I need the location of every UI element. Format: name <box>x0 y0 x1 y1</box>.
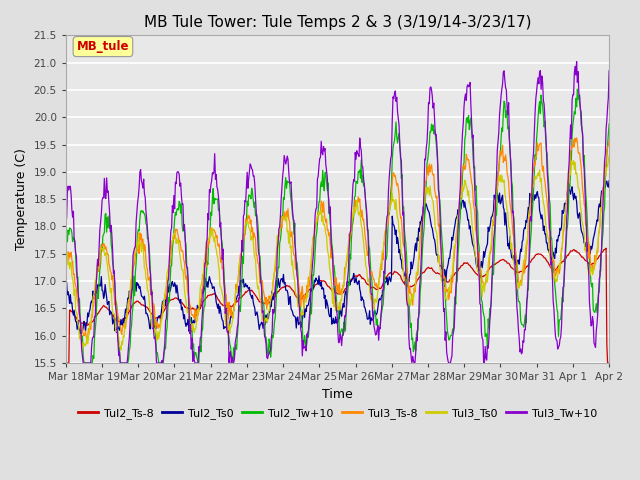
Tul2_Tw+10 <box>62 247 70 252</box>
Tul2_Ts0 <box>129 283 136 289</box>
Tul2_Ts0 <box>212 299 220 305</box>
Tul3_Ts-8 <box>62 253 70 259</box>
Tul3_Ts-8 <box>404 276 412 281</box>
Tul3_Ts0 <box>129 264 136 270</box>
Tul2_Tw+10 <box>72 254 79 260</box>
X-axis label: Time: Time <box>322 388 353 401</box>
Tul2_Ts0 <box>420 216 428 221</box>
Tul3_Tw+10 <box>573 59 580 64</box>
Tul3_Ts0 <box>605 153 613 158</box>
Tul2_Tw+10 <box>605 121 613 127</box>
Tul2_Tw+10 <box>80 360 88 366</box>
Tul2_Ts0 <box>72 319 79 324</box>
Tul2_Ts0 <box>76 331 84 337</box>
Tul3_Tw+10 <box>79 360 87 366</box>
Line: Tul3_Ts-8: Tul3_Ts-8 <box>66 138 609 340</box>
Tul3_Ts-8 <box>184 289 191 295</box>
Tul3_Tw+10 <box>184 264 191 270</box>
Title: MB Tule Tower: Tule Temps 2 & 3 (3/19/14-3/23/17): MB Tule Tower: Tule Temps 2 & 3 (3/19/14… <box>144 15 531 30</box>
Tul3_Tw+10 <box>212 172 220 178</box>
Tul2_Ts0 <box>404 276 412 282</box>
Tul2_Ts0 <box>605 178 613 184</box>
Tul2_Ts-8 <box>419 269 427 275</box>
Tul3_Ts0 <box>212 246 220 252</box>
Line: Tul3_Ts0: Tul3_Ts0 <box>66 156 609 351</box>
Tul3_Ts0 <box>62 257 70 263</box>
Tul2_Ts0 <box>62 288 70 294</box>
Tul3_Tw+10 <box>605 68 613 74</box>
Tul2_Tw+10 <box>184 271 191 277</box>
Tul3_Ts-8 <box>573 135 580 141</box>
Tul3_Tw+10 <box>62 184 70 190</box>
Tul2_Ts-8 <box>605 360 613 366</box>
Tul2_Ts0 <box>184 322 191 328</box>
Y-axis label: Temperature (C): Temperature (C) <box>15 148 28 250</box>
Tul2_Tw+10 <box>420 227 428 232</box>
Tul3_Ts0 <box>404 289 412 295</box>
Tul3_Tw+10 <box>72 250 79 256</box>
Tul2_Ts-8 <box>602 245 610 251</box>
Tul3_Ts0 <box>72 308 79 313</box>
Tul2_Ts-8 <box>128 303 136 309</box>
Tul3_Tw+10 <box>404 303 412 309</box>
Tul3_Ts-8 <box>212 235 220 240</box>
Tul2_Ts-8 <box>72 314 79 320</box>
Line: Tul3_Tw+10: Tul3_Tw+10 <box>66 61 609 363</box>
Tul3_Ts0 <box>184 310 191 316</box>
Tul2_Ts-8 <box>183 305 191 311</box>
Tul3_Ts-8 <box>420 195 428 201</box>
Tul3_Ts-8 <box>72 283 79 288</box>
Tul2_Ts-8 <box>212 292 220 298</box>
Tul3_Ts-8 <box>605 137 613 143</box>
Tul2_Ts-8 <box>404 283 412 289</box>
Tul3_Ts-8 <box>83 337 91 343</box>
Line: Tul2_Tw+10: Tul2_Tw+10 <box>66 89 609 363</box>
Tul2_Ts-8 <box>62 360 70 366</box>
Tul3_Tw+10 <box>129 287 136 292</box>
Tul3_Tw+10 <box>420 189 428 195</box>
Legend: Tul2_Ts-8, Tul2_Ts0, Tul2_Tw+10, Tul3_Ts-8, Tul3_Ts0, Tul3_Tw+10: Tul2_Ts-8, Tul2_Ts0, Tul2_Tw+10, Tul3_Ts… <box>74 403 602 423</box>
Tul2_Tw+10 <box>212 196 220 202</box>
Tul3_Ts0 <box>78 348 86 354</box>
Tul3_Ts-8 <box>129 275 136 280</box>
Tul3_Ts0 <box>420 197 428 203</box>
Tul2_Tw+10 <box>129 310 136 315</box>
Tul2_Tw+10 <box>573 86 581 92</box>
Line: Tul2_Ts-8: Tul2_Ts-8 <box>66 248 609 363</box>
Text: MB_tule: MB_tule <box>77 40 129 53</box>
Line: Tul2_Ts0: Tul2_Ts0 <box>66 181 609 334</box>
Tul2_Tw+10 <box>404 286 412 291</box>
